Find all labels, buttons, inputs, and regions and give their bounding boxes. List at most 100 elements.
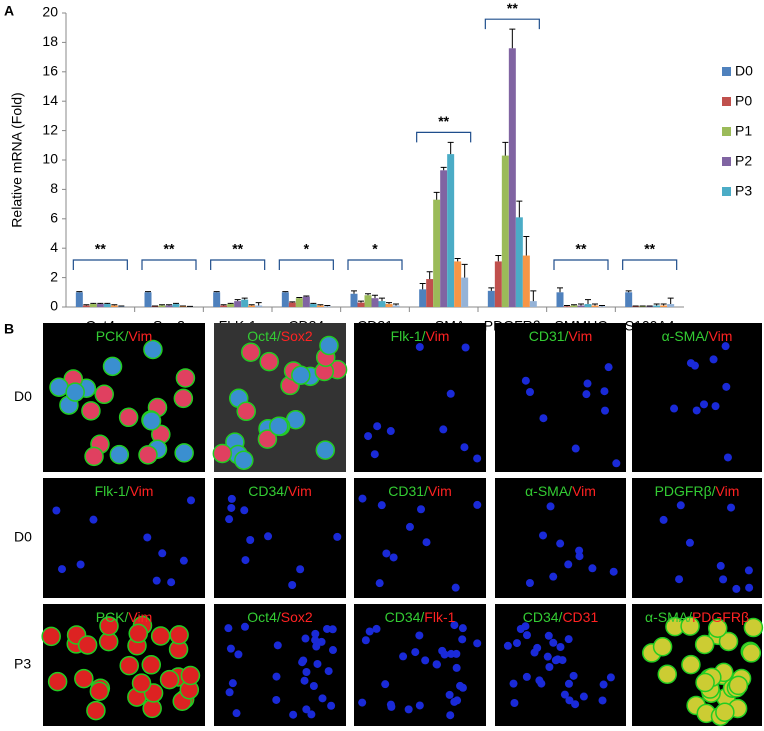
significance-bracket [211,260,265,270]
cell [580,693,588,701]
row-label: D0 [14,529,32,545]
cell [687,359,695,367]
cell [301,677,309,685]
cell [82,402,100,420]
bar [585,304,592,307]
bar [516,217,523,307]
cell [522,377,530,385]
y-tick-label: 8 [50,180,58,196]
cell [270,417,288,435]
error-bar [654,304,660,305]
error-bar [509,29,515,48]
error-bar [221,305,227,306]
cell [273,673,281,681]
significance-bracket [485,19,539,29]
error-bar [420,283,426,289]
cell [452,650,460,658]
stain-red: Vim [426,328,450,344]
cell [310,682,318,690]
bar [351,294,358,307]
bar [248,306,255,307]
cell [90,682,108,700]
cell [416,343,424,351]
error-bar [372,295,378,298]
cell [153,577,161,585]
stain-red: Vim [709,328,733,344]
bar [495,261,502,307]
y-tick-label: 14 [42,92,58,108]
error-bar [358,301,364,302]
bar [625,292,632,307]
y-tick-label: 2 [50,268,58,284]
cell [727,504,735,512]
cell [658,665,676,683]
bar [213,292,220,307]
y-tick-label: 4 [50,239,58,255]
tile-label: α-SMA/Vim [525,483,596,499]
cell [234,650,242,658]
stain-green: Flk-1/ [391,328,426,344]
cell [129,624,147,642]
bar [145,292,152,307]
tile-label: Flk-1/Vim [95,483,154,499]
stain-red: PDGFRβ [692,609,749,625]
error-bar [523,236,529,255]
cell [539,531,547,539]
cell [729,676,747,694]
cell [545,663,553,671]
cell [439,425,447,433]
stain-green: CD34/ [248,483,288,499]
error-bar [495,256,501,262]
cell [458,635,466,643]
cell [104,357,122,375]
legend-label: P3 [735,183,752,199]
error-bar [488,288,494,291]
cell [174,389,192,407]
cell [406,523,414,531]
cell [417,505,425,513]
cell [473,501,481,509]
cell [110,446,128,464]
bar [104,304,111,307]
cell [228,495,236,503]
y-tick-label: 18 [42,33,58,49]
error-bar [434,192,440,199]
bar [173,304,180,307]
cell [225,515,233,523]
bar [97,304,104,307]
y-tick-label: 20 [42,4,58,20]
stain-green: PCK/ [96,609,129,625]
stain-green: α-SMA/ [662,328,709,344]
error-bar [256,303,262,306]
significance-label: * [372,241,378,257]
cell [572,445,580,453]
cell [660,516,668,524]
legend-swatch [722,97,731,106]
cell [612,459,620,467]
cell [405,705,413,713]
cell [143,533,151,541]
error-bar [365,294,371,295]
error-bar [585,300,591,304]
cell [700,400,708,408]
bar [324,306,331,307]
bar [159,306,166,307]
cell [176,369,194,387]
cell [549,639,557,647]
bar [310,304,317,307]
cell [441,650,449,658]
cell [302,668,310,676]
cell [301,635,309,643]
error-bar [83,305,89,306]
cell [513,639,521,647]
cell [433,660,441,668]
error-bar [386,303,392,304]
cell [66,383,84,401]
legend-swatch [722,127,731,136]
cell [89,516,97,524]
significance-bracket [554,260,608,270]
stain-red: Vim [716,483,740,499]
cell [462,343,470,351]
cell [722,383,730,391]
bar [447,154,454,307]
